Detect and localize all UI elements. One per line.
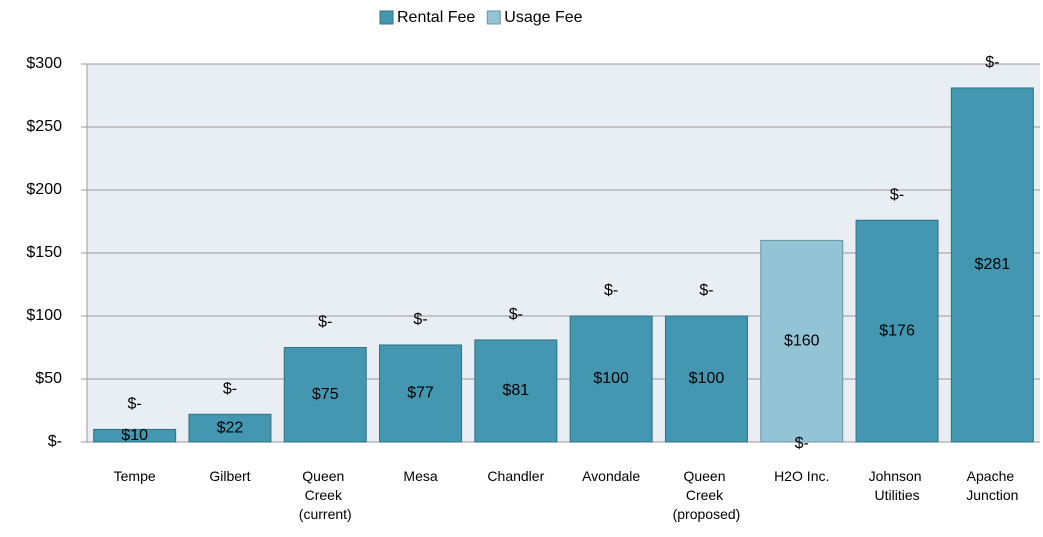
legend-label: Usage Fee bbox=[504, 9, 582, 26]
bar-segment bbox=[569, 315, 653, 443]
y-tick-label: $50 bbox=[35, 370, 62, 387]
y-tick-label: $200 bbox=[26, 181, 62, 198]
x-tick-label: Gilbert bbox=[209, 468, 250, 484]
bar-segment bbox=[855, 219, 939, 443]
bar-segment bbox=[188, 413, 272, 443]
legend-swatch bbox=[486, 10, 501, 25]
data-label: $- bbox=[509, 306, 523, 323]
data-label: $77 bbox=[407, 385, 434, 402]
y-tick-label: $- bbox=[48, 433, 62, 450]
bar-segment bbox=[950, 87, 1034, 443]
data-label: $100 bbox=[689, 370, 725, 387]
x-tick-label: Chandler bbox=[487, 468, 544, 484]
x-tick-label: Apache Junction bbox=[966, 468, 1018, 503]
x-tick-label: Avondale bbox=[582, 468, 640, 484]
data-label: $- bbox=[128, 396, 142, 413]
bar-segment bbox=[379, 344, 463, 443]
data-label: $100 bbox=[593, 370, 629, 387]
data-label: $81 bbox=[502, 382, 529, 399]
bar-segment bbox=[93, 428, 177, 443]
data-label: $10 bbox=[121, 427, 148, 444]
data-label: $- bbox=[318, 314, 332, 331]
data-label: $- bbox=[223, 380, 237, 397]
data-label: $281 bbox=[975, 256, 1011, 273]
data-label: $75 bbox=[312, 386, 339, 403]
legend-swatch bbox=[379, 10, 394, 25]
x-tick-label: Mesa bbox=[403, 468, 437, 484]
x-tick-label: Queen Creek (current) bbox=[299, 468, 352, 522]
x-tick-label: Queen Creek (proposed) bbox=[673, 468, 741, 522]
x-tick-label: H2O Inc. bbox=[774, 468, 829, 484]
y-tick-label: $100 bbox=[26, 307, 62, 324]
data-label: $176 bbox=[879, 322, 915, 339]
y-tick-label: $300 bbox=[26, 55, 62, 72]
bar-segment bbox=[760, 239, 844, 443]
legend: Rental Fee Usage Fee bbox=[379, 9, 583, 26]
bar-segment bbox=[664, 315, 748, 443]
data-label: $- bbox=[985, 54, 999, 71]
x-tick-label: Tempe bbox=[114, 468, 156, 484]
data-label: $160 bbox=[784, 332, 820, 349]
data-label: $- bbox=[604, 282, 618, 299]
legend-label: Rental Fee bbox=[397, 9, 475, 26]
data-label: $- bbox=[699, 282, 713, 299]
y-tick-label: $250 bbox=[26, 118, 62, 135]
y-tick-label: $150 bbox=[26, 244, 62, 261]
data-label: $- bbox=[795, 435, 809, 452]
bar-segment bbox=[474, 339, 558, 443]
data-label: $- bbox=[413, 311, 427, 328]
x-tick-label: Johnson Utilities bbox=[869, 468, 926, 503]
bar-segment bbox=[283, 347, 367, 443]
data-label: $22 bbox=[217, 419, 244, 436]
data-label: $- bbox=[890, 186, 904, 203]
